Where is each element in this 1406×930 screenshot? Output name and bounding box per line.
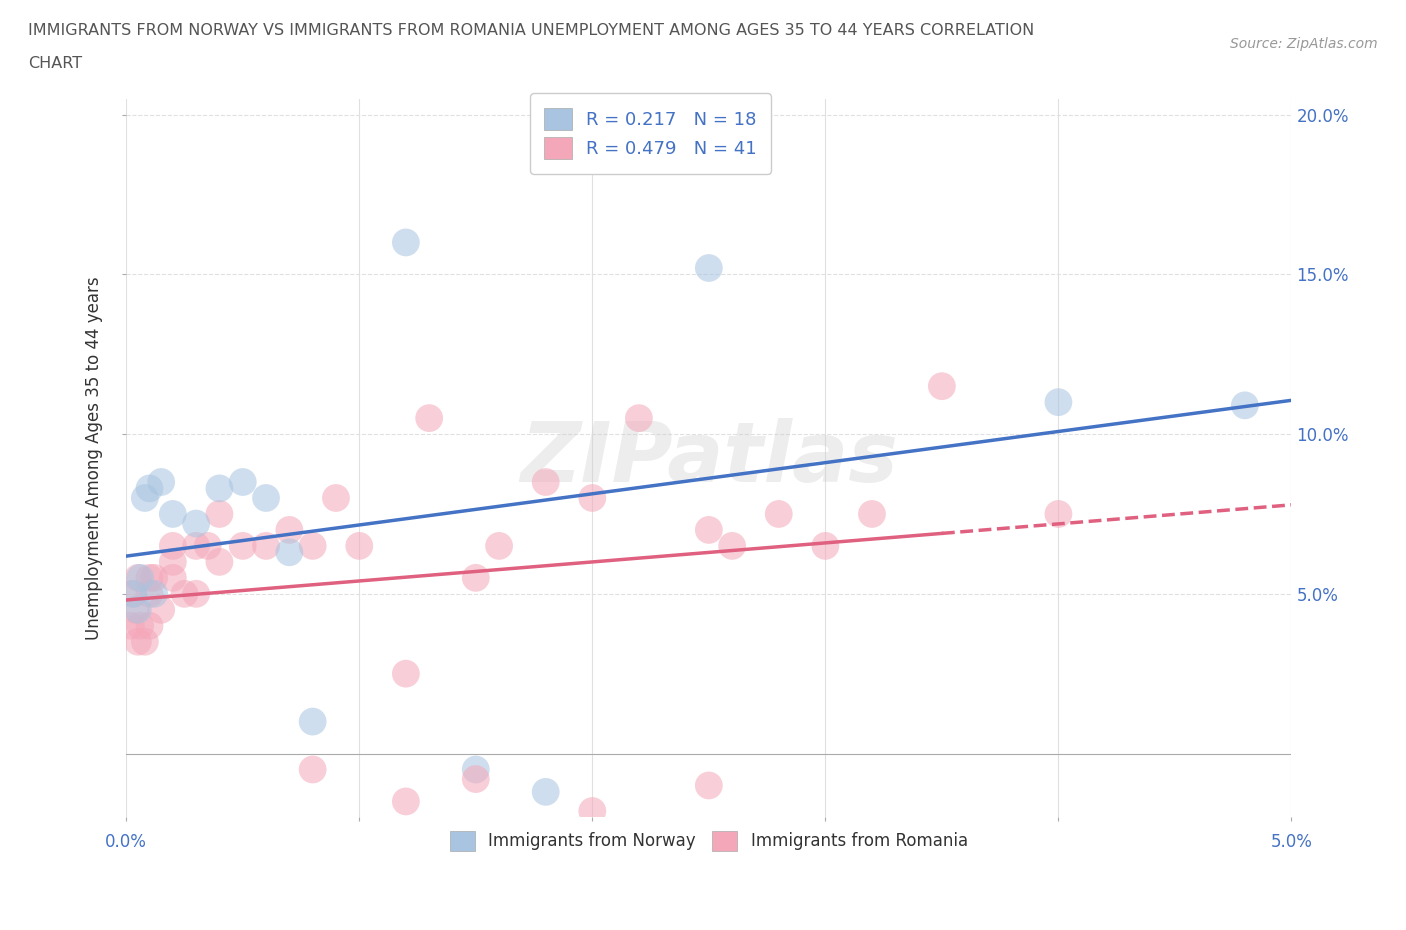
Point — [162, 570, 184, 585]
Point — [208, 507, 231, 522]
Text: 5.0%: 5.0% — [1271, 833, 1312, 851]
Point — [581, 804, 603, 818]
Point — [184, 538, 207, 553]
Point — [129, 570, 152, 585]
Point — [127, 603, 149, 618]
Point — [464, 570, 486, 585]
Point — [301, 714, 323, 729]
Point — [301, 762, 323, 777]
Point — [134, 490, 156, 505]
Y-axis label: Unemployment Among Ages 35 to 44 years: Unemployment Among Ages 35 to 44 years — [86, 276, 103, 640]
Point — [122, 587, 145, 602]
Point — [232, 474, 254, 489]
Text: CHART: CHART — [28, 56, 82, 71]
Point — [325, 490, 347, 505]
Point — [162, 554, 184, 569]
Point — [278, 545, 301, 560]
Point — [627, 411, 650, 426]
Point — [232, 538, 254, 553]
Point — [697, 523, 720, 538]
Point — [122, 587, 145, 602]
Point — [129, 618, 152, 633]
Point — [162, 538, 184, 553]
Point — [184, 516, 207, 531]
Point — [301, 538, 323, 553]
Point — [581, 490, 603, 505]
Point — [278, 523, 301, 538]
Point — [120, 618, 142, 633]
Point — [254, 490, 277, 505]
Point — [464, 772, 486, 787]
Point — [768, 507, 790, 522]
Point — [418, 411, 440, 426]
Point — [488, 538, 510, 553]
Text: ZIPatlas: ZIPatlas — [520, 418, 898, 498]
Text: IMMIGRANTS FROM NORWAY VS IMMIGRANTS FROM ROMANIA UNEMPLOYMENT AMONG AGES 35 TO : IMMIGRANTS FROM NORWAY VS IMMIGRANTS FRO… — [28, 23, 1035, 38]
Point — [138, 587, 160, 602]
Point — [208, 554, 231, 569]
Point — [143, 587, 166, 602]
Point — [162, 507, 184, 522]
Point — [1047, 507, 1070, 522]
Point — [1233, 398, 1256, 413]
Text: 0.0%: 0.0% — [105, 833, 148, 851]
Point — [124, 603, 146, 618]
Point — [697, 260, 720, 275]
Point — [150, 603, 173, 618]
Point — [127, 570, 149, 585]
Point — [254, 538, 277, 553]
Point — [395, 794, 418, 809]
Point — [197, 538, 219, 553]
Legend: Immigrants from Norway, Immigrants from Romania: Immigrants from Norway, Immigrants from … — [441, 822, 976, 859]
Point — [464, 762, 486, 777]
Point — [697, 778, 720, 793]
Point — [134, 634, 156, 649]
Text: Source: ZipAtlas.com: Source: ZipAtlas.com — [1230, 37, 1378, 51]
Point — [138, 618, 160, 633]
Point — [395, 235, 418, 250]
Point — [721, 538, 744, 553]
Point — [395, 666, 418, 681]
Point — [138, 481, 160, 496]
Point — [349, 538, 371, 553]
Point — [814, 538, 837, 553]
Point — [208, 481, 231, 496]
Point — [534, 784, 557, 799]
Point — [1047, 394, 1070, 409]
Point — [143, 570, 166, 585]
Point — [860, 507, 883, 522]
Point — [184, 587, 207, 602]
Point — [931, 379, 953, 393]
Point — [173, 587, 195, 602]
Point — [138, 570, 160, 585]
Point — [150, 474, 173, 489]
Point — [127, 634, 149, 649]
Point — [534, 474, 557, 489]
